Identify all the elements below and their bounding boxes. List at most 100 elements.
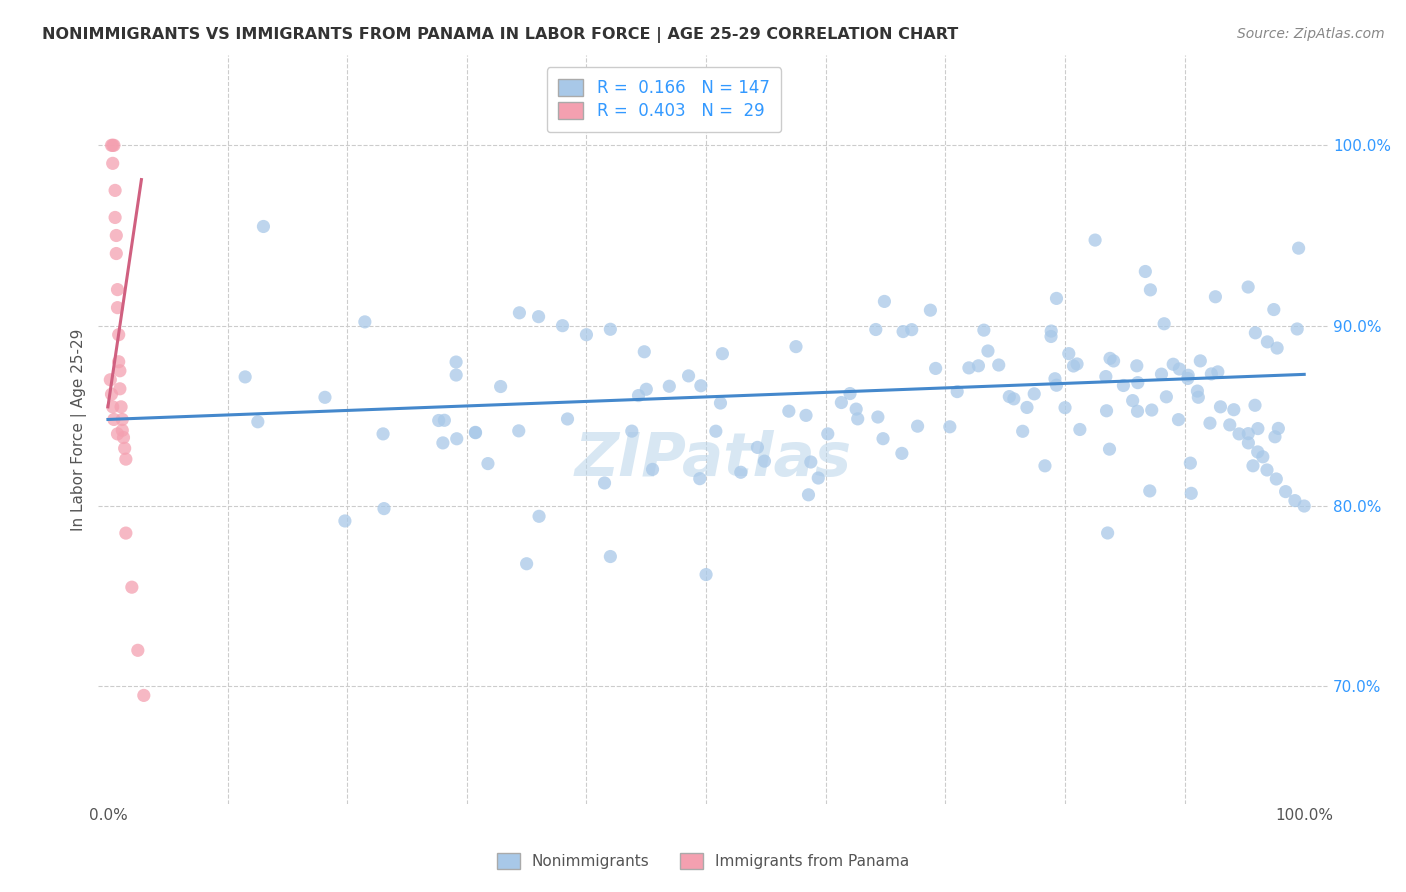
Point	[107, 283, 129, 297]
Point	[1241, 458, 1264, 473]
Point	[1201, 367, 1223, 381]
Point	[353, 315, 375, 329]
Point	[730, 465, 752, 479]
Legend: R =  0.166   N = 147, R =  0.403   N =  29: R = 0.166 N = 147, R = 0.403 N = 29	[547, 67, 782, 132]
Point	[636, 382, 658, 396]
Text: NONIMMIGRANTS VS IMMIGRANTS FROM PANAMA IN LABOR FORCE | AGE 25-29 CORRELATION C: NONIMMIGRANTS VS IMMIGRANTS FROM PANAMA …	[42, 27, 959, 43]
Point	[105, 228, 128, 243]
Point	[551, 318, 574, 333]
Point	[108, 364, 131, 378]
Point	[967, 359, 990, 373]
Point	[800, 455, 823, 469]
Point	[593, 475, 616, 490]
Point	[100, 138, 122, 153]
Point	[747, 441, 769, 455]
Point	[1274, 484, 1296, 499]
Point	[104, 183, 127, 197]
Point	[1043, 372, 1066, 386]
Point	[1237, 426, 1260, 441]
Point	[1066, 357, 1088, 371]
Point	[1024, 387, 1046, 401]
Point	[1294, 499, 1316, 513]
Point	[115, 526, 138, 541]
Point	[754, 454, 776, 468]
Point	[845, 402, 868, 417]
Point	[444, 368, 467, 382]
Legend: Nonimmigrants, Immigrants from Panama: Nonimmigrants, Immigrants from Panama	[491, 847, 915, 875]
Point	[1167, 412, 1189, 426]
Point	[957, 360, 980, 375]
Point	[599, 549, 621, 564]
Point	[1084, 233, 1107, 247]
Point	[1122, 393, 1144, 408]
Point	[1177, 371, 1199, 385]
Point	[508, 306, 530, 320]
Point	[1219, 417, 1241, 432]
Point	[444, 355, 467, 369]
Point	[678, 368, 700, 383]
Point	[527, 509, 550, 524]
Point	[508, 424, 530, 438]
Point	[1237, 436, 1260, 450]
Point	[1097, 526, 1119, 541]
Point	[132, 689, 155, 703]
Point	[101, 156, 124, 170]
Point	[1033, 458, 1056, 473]
Point	[946, 384, 969, 399]
Point	[1263, 302, 1285, 317]
Point	[1140, 403, 1163, 417]
Point	[516, 557, 538, 571]
Point	[246, 415, 269, 429]
Point	[817, 426, 839, 441]
Point	[977, 343, 1000, 358]
Point	[104, 211, 127, 225]
Point	[1045, 292, 1067, 306]
Point	[794, 409, 817, 423]
Point	[1126, 404, 1149, 418]
Point	[252, 219, 274, 234]
Point	[891, 325, 914, 339]
Point	[620, 424, 643, 438]
Point	[1156, 390, 1178, 404]
Point	[998, 390, 1021, 404]
Point	[778, 404, 800, 418]
Point	[846, 412, 869, 426]
Point	[1286, 322, 1309, 336]
Point	[115, 452, 138, 467]
Point	[1284, 493, 1306, 508]
Point	[1227, 426, 1250, 441]
Point	[114, 442, 136, 456]
Point	[1288, 241, 1310, 255]
Point	[446, 432, 468, 446]
Point	[489, 379, 512, 393]
Point	[1053, 401, 1076, 415]
Point	[1265, 472, 1288, 486]
Point	[333, 514, 356, 528]
Point	[1187, 390, 1209, 404]
Point	[1204, 290, 1226, 304]
Point	[920, 303, 942, 318]
Point	[711, 347, 734, 361]
Point	[433, 413, 456, 427]
Point	[111, 412, 134, 426]
Point	[709, 396, 731, 410]
Point	[101, 138, 124, 153]
Point	[314, 390, 336, 404]
Point	[127, 643, 149, 657]
Point	[107, 301, 129, 315]
Point	[107, 327, 129, 342]
Point	[872, 432, 894, 446]
Point	[1063, 359, 1085, 373]
Point	[1244, 398, 1267, 412]
Point	[1002, 392, 1025, 406]
Point	[1187, 384, 1209, 398]
Point	[1126, 359, 1149, 373]
Point	[112, 430, 135, 444]
Point	[890, 446, 912, 460]
Point	[1126, 376, 1149, 390]
Point	[101, 400, 124, 414]
Point	[1102, 354, 1125, 368]
Point	[1098, 442, 1121, 457]
Point	[1161, 357, 1184, 371]
Y-axis label: In Labor Force | Age 25-29: In Labor Force | Age 25-29	[72, 328, 87, 531]
